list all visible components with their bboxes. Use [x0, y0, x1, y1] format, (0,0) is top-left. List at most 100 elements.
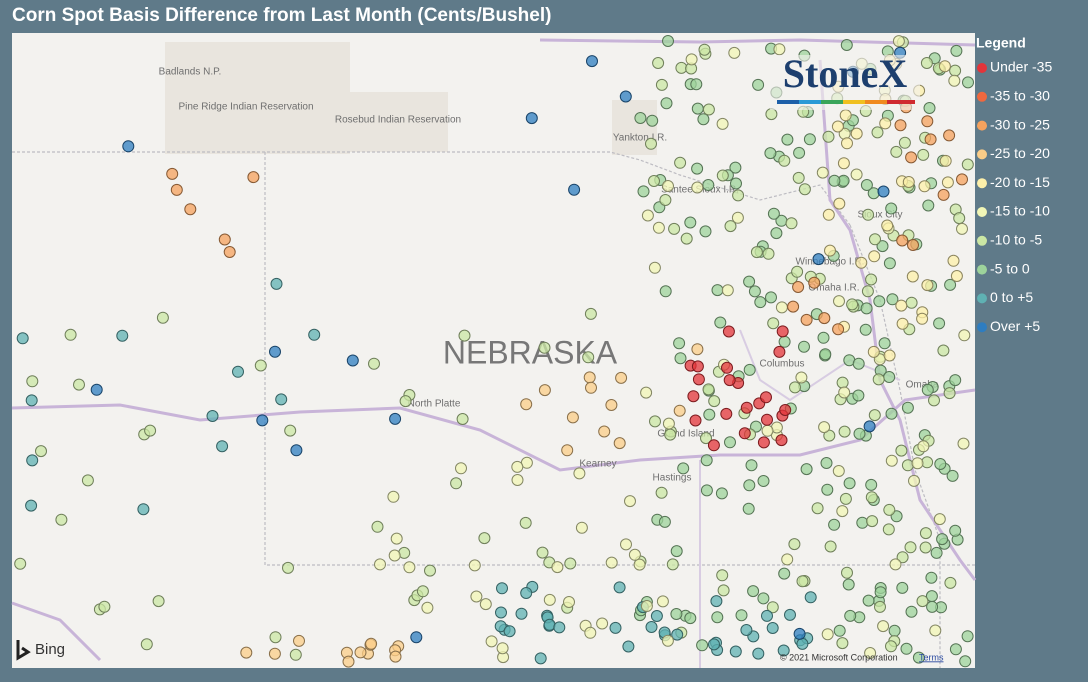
site-marker	[690, 78, 703, 91]
site-marker	[742, 502, 755, 515]
site-marker	[646, 114, 659, 127]
site-marker	[930, 546, 943, 559]
site-marker	[896, 581, 909, 594]
site-marker	[494, 620, 507, 633]
site-marker	[850, 127, 863, 140]
site-marker	[767, 317, 780, 330]
site-marker	[877, 620, 890, 633]
site-marker	[850, 168, 863, 181]
site-marker	[740, 624, 753, 636]
legend-label: -35 to -30	[990, 88, 1050, 104]
map-label: Winnebago I.R.	[796, 257, 865, 268]
site-marker	[458, 329, 471, 342]
site-marker	[831, 120, 844, 133]
legend-label: -10 to -5	[990, 232, 1042, 248]
site-marker	[615, 371, 628, 384]
site-marker	[792, 281, 805, 293]
site-marker	[765, 291, 777, 304]
legend-swatch	[977, 235, 987, 246]
site-marker	[860, 179, 873, 191]
legend-swatch	[977, 264, 987, 275]
site-marker	[781, 553, 794, 566]
site-marker	[803, 133, 816, 146]
site-marker	[585, 381, 597, 394]
site-marker	[885, 640, 897, 653]
site-marker	[824, 540, 837, 553]
site-marker	[836, 505, 849, 518]
site-marker	[689, 414, 702, 427]
site-marker	[403, 561, 416, 574]
legend-title: Legend	[976, 35, 1026, 51]
legend-swatch	[977, 322, 987, 333]
highway	[539, 38, 976, 47]
site-marker	[714, 316, 727, 329]
site-marker	[424, 564, 436, 577]
site-marker	[152, 595, 165, 608]
site-marker	[888, 624, 901, 637]
site-marker	[874, 600, 886, 613]
site-marker	[824, 244, 836, 257]
site-marker	[568, 183, 581, 196]
site-marker	[240, 646, 253, 659]
site-marker	[882, 523, 895, 536]
site-marker	[289, 648, 302, 661]
site-marker	[680, 232, 693, 245]
site-marker	[865, 491, 878, 504]
site-marker	[761, 413, 773, 426]
legend-label: -20 to -15	[990, 174, 1050, 190]
site-marker	[846, 298, 859, 311]
site-marker	[619, 90, 632, 103]
site-marker	[944, 278, 957, 291]
site-marker	[144, 424, 157, 437]
terms-link[interactable]: Terms	[919, 652, 944, 662]
site-marker	[823, 429, 836, 442]
site-marker	[828, 518, 841, 531]
site-marker	[778, 154, 791, 167]
site-marker	[275, 393, 288, 406]
site-marker	[387, 490, 400, 503]
site-marker	[270, 277, 283, 290]
site-marker	[673, 337, 686, 350]
reservation-area	[348, 92, 448, 152]
site-marker	[961, 158, 974, 171]
highway	[11, 601, 102, 662]
site-marker	[575, 521, 588, 534]
site-marker	[25, 394, 38, 407]
site-marker	[941, 176, 954, 189]
site-marker	[26, 454, 39, 467]
site-marker	[137, 503, 150, 516]
site-marker	[778, 335, 791, 348]
site-marker	[843, 477, 856, 490]
site-marker	[868, 409, 881, 422]
site-marker	[896, 234, 909, 247]
site-marker	[81, 474, 94, 487]
site-marker	[821, 628, 834, 641]
map-label: Rosebud Indian Reservation	[335, 115, 461, 126]
site-marker	[832, 465, 845, 477]
site-marker	[728, 46, 741, 59]
site-marker	[700, 454, 713, 467]
site-marker	[919, 527, 932, 540]
site-marker	[926, 600, 939, 613]
site-marker	[862, 594, 875, 607]
site-marker	[939, 154, 952, 167]
site-marker	[470, 590, 483, 603]
site-marker	[819, 348, 832, 361]
site-marker	[622, 640, 635, 653]
site-marker	[866, 515, 879, 528]
site-marker	[878, 337, 891, 350]
site-marker	[223, 246, 236, 258]
site-marker	[390, 532, 403, 545]
map-label: Kearney	[579, 459, 616, 470]
bing-icon	[16, 640, 31, 661]
site-marker	[551, 561, 564, 574]
site-marker	[656, 595, 669, 608]
site-marker	[798, 183, 811, 196]
site-marker	[747, 585, 760, 598]
site-marker	[841, 566, 853, 579]
site-marker	[640, 600, 653, 612]
site-marker	[721, 361, 733, 374]
site-marker	[948, 74, 961, 87]
site-marker	[583, 371, 596, 384]
site-marker	[856, 516, 869, 529]
